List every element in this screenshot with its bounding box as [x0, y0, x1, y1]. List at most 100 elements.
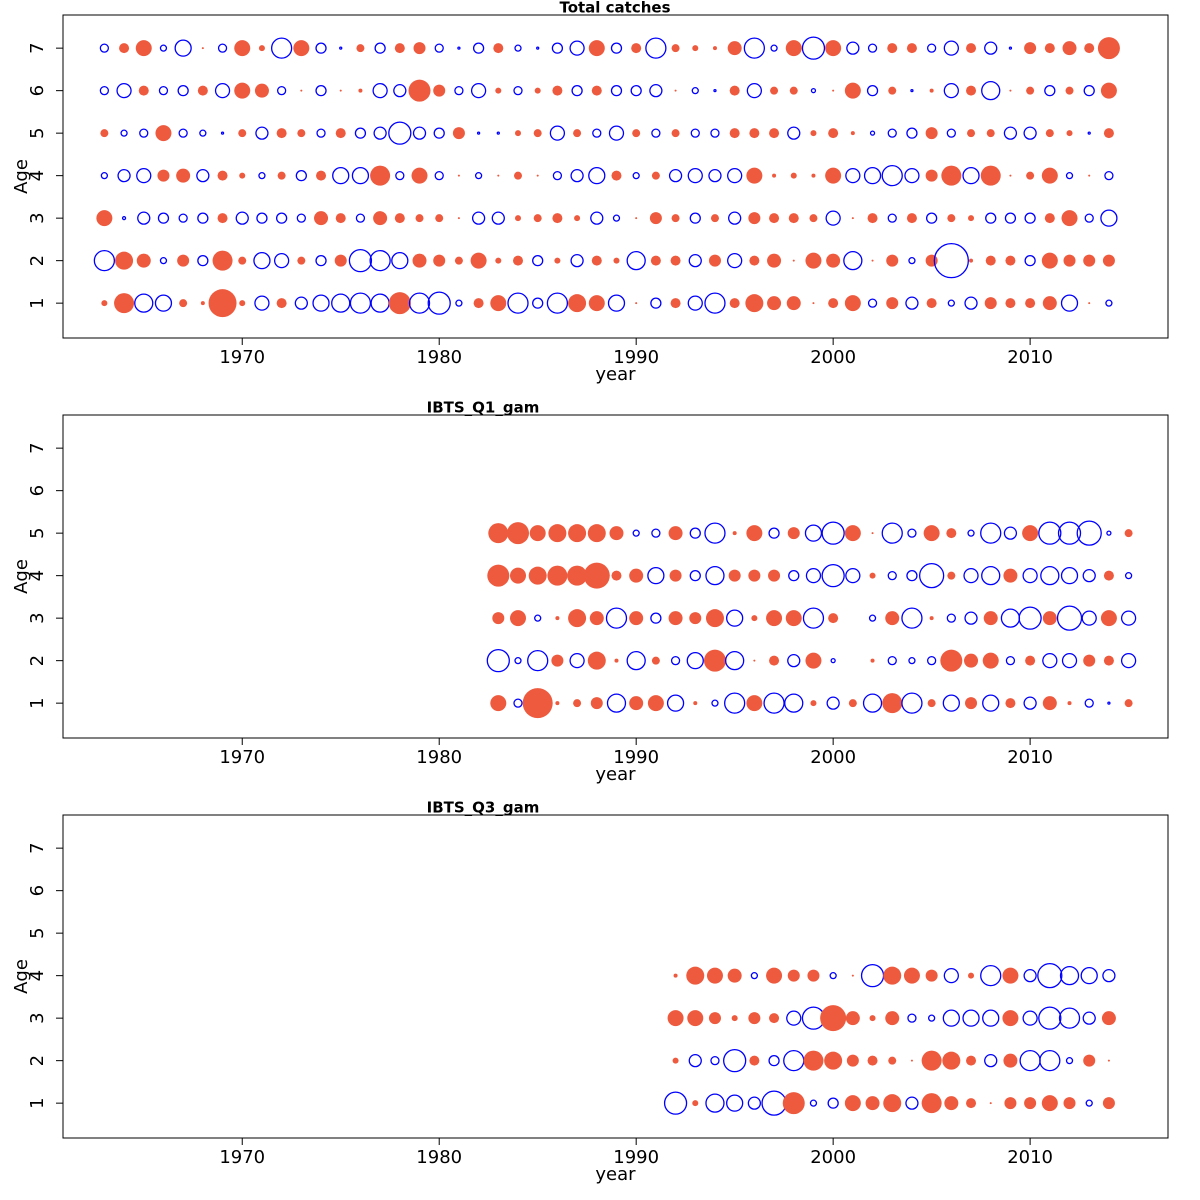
bubble [745, 294, 764, 313]
bubble [1056, 605, 1083, 631]
bubble [490, 695, 507, 712]
bubble [258, 45, 265, 52]
bubble [726, 1094, 744, 1112]
bubble [270, 37, 293, 59]
bubble [844, 1095, 861, 1112]
bubble [845, 1011, 860, 1026]
bubble [825, 167, 842, 184]
bubble [433, 127, 445, 139]
bubble [635, 217, 638, 220]
bubble [96, 210, 113, 227]
x-axis-label: year [595, 1164, 636, 1185]
bubble [650, 255, 661, 266]
bubble [1024, 254, 1036, 267]
bubble [470, 252, 487, 269]
bubble [631, 43, 642, 54]
bubble [706, 967, 723, 984]
bubble [967, 129, 976, 138]
bubble [929, 88, 934, 93]
bubble [885, 611, 900, 626]
bubble [457, 217, 460, 220]
bubble [692, 45, 699, 52]
y-tick-label: 7 [27, 842, 48, 853]
bubble [408, 292, 431, 314]
bubble [358, 88, 363, 93]
bubble [848, 699, 857, 708]
bubble [606, 693, 627, 713]
bubble [768, 1055, 780, 1067]
bubble [547, 565, 568, 586]
bubble [411, 167, 428, 184]
bubble [901, 607, 923, 629]
bubble [927, 699, 936, 708]
bubble [986, 129, 995, 138]
bubble [982, 652, 999, 669]
bubble [802, 607, 825, 629]
bubble [491, 211, 505, 225]
bubble [610, 85, 623, 97]
bubble [825, 40, 842, 57]
bubble [941, 165, 962, 186]
bubble [968, 972, 975, 979]
bubble [608, 125, 625, 141]
bubble [588, 166, 606, 185]
x-tick-label: 1980 [416, 1147, 462, 1168]
bubble [821, 521, 845, 545]
bubble [732, 531, 737, 536]
bubble [964, 653, 979, 668]
bubble [750, 972, 759, 980]
bubble [335, 213, 346, 224]
bubble [985, 212, 997, 224]
bubble [1100, 610, 1117, 627]
bubble [846, 41, 860, 55]
bubble [828, 298, 839, 309]
bubble [1102, 1097, 1115, 1110]
bubble [828, 128, 839, 139]
bubble [536, 174, 539, 177]
bubble [881, 522, 903, 544]
bubble [159, 256, 168, 265]
bubble [514, 171, 522, 180]
bubble [869, 130, 876, 136]
bubble [1063, 254, 1076, 267]
bubble [647, 695, 664, 712]
bubble [611, 170, 622, 181]
bubble [965, 697, 978, 710]
bubble [710, 214, 719, 223]
bubble [727, 41, 742, 56]
bubble [966, 1098, 977, 1109]
bubble [1005, 298, 1016, 309]
bubble [726, 609, 744, 627]
bubble [369, 249, 391, 272]
bubble [981, 566, 1001, 586]
bubble [255, 126, 269, 140]
bubble [178, 128, 188, 138]
bubble [668, 168, 683, 183]
bubble [670, 298, 681, 309]
bubble [296, 213, 306, 223]
bubble [1039, 1050, 1061, 1072]
bubble [651, 528, 661, 538]
bubble [747, 1096, 762, 1110]
bubble [1040, 566, 1060, 586]
bubble [962, 166, 980, 185]
bubble [522, 688, 553, 719]
bubble [918, 563, 945, 589]
bubble [821, 564, 845, 588]
bubble [804, 524, 823, 542]
bubble [217, 170, 228, 181]
bubble [1059, 966, 1080, 986]
bubble [727, 252, 743, 269]
bubble [746, 83, 763, 99]
bubble [729, 298, 740, 309]
bubble [351, 166, 370, 185]
bubble [1083, 254, 1096, 267]
bubble [820, 1005, 847, 1032]
x-tick-label: 2000 [810, 347, 856, 368]
bubble [811, 173, 816, 178]
bubble [942, 1009, 960, 1027]
bubble [1084, 213, 1094, 223]
bubble [727, 167, 743, 184]
bubble [946, 128, 956, 138]
